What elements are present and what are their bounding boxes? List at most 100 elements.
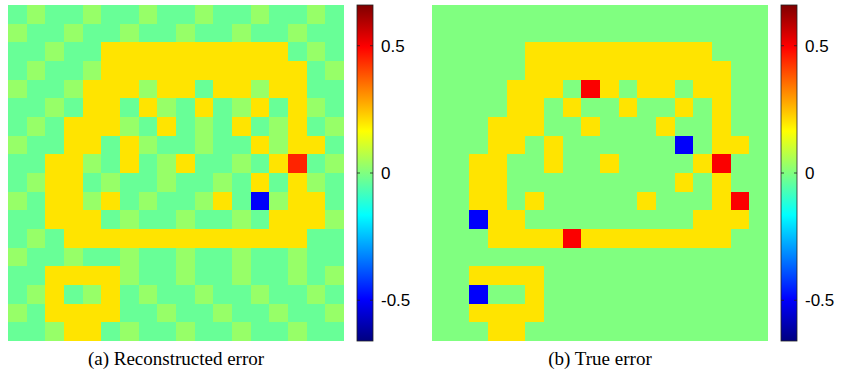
- cell: [749, 266, 768, 285]
- cell: [288, 266, 307, 285]
- cell: [544, 266, 563, 285]
- colorbar-tick: [370, 173, 373, 174]
- cell: [525, 154, 544, 173]
- cell: [232, 266, 251, 285]
- cell: [45, 42, 64, 61]
- cell: [213, 173, 232, 192]
- cell: [749, 136, 768, 155]
- caption: (b) True error: [548, 348, 652, 370]
- cell: [469, 173, 488, 192]
- cell: [525, 42, 544, 61]
- cell: [619, 266, 638, 285]
- cell: [307, 98, 326, 117]
- cell: [525, 192, 544, 211]
- cell: [675, 304, 694, 323]
- cell: [213, 154, 232, 173]
- cell: [176, 192, 195, 211]
- panel: 0.50-0.5(a) Reconstructed error: [8, 5, 410, 370]
- cell: [251, 154, 270, 173]
- cell: [157, 136, 176, 155]
- cell: [27, 117, 46, 136]
- cell: [451, 154, 470, 173]
- cell: [269, 266, 288, 285]
- cell: [656, 173, 675, 192]
- cell: [8, 304, 27, 323]
- cell: [288, 5, 307, 24]
- cell: [563, 322, 582, 341]
- cell: [307, 322, 326, 341]
- cell: [432, 98, 451, 117]
- cell: [469, 136, 488, 155]
- cell: [563, 248, 582, 267]
- cell: [232, 173, 251, 192]
- cell: [27, 98, 46, 117]
- cell: [120, 304, 139, 323]
- cell: [675, 229, 694, 248]
- cell: [563, 154, 582, 173]
- cell: [288, 154, 307, 173]
- cell: [581, 98, 600, 117]
- cell: [213, 117, 232, 136]
- cell: [269, 229, 288, 248]
- cell: [325, 5, 344, 24]
- cell: [64, 173, 83, 192]
- cell: [451, 136, 470, 155]
- cell: [675, 61, 694, 80]
- cell: [325, 80, 344, 99]
- cell: [749, 285, 768, 304]
- cell: [213, 248, 232, 267]
- cell: [451, 248, 470, 267]
- cell: [656, 248, 675, 267]
- cell: [637, 117, 656, 136]
- cell: [637, 210, 656, 229]
- cell: [139, 61, 158, 80]
- cell: [525, 248, 544, 267]
- cell: [45, 248, 64, 267]
- cell: [469, 117, 488, 136]
- cell: [232, 117, 251, 136]
- cell: [27, 5, 46, 24]
- cell: [307, 61, 326, 80]
- cell: [251, 248, 270, 267]
- cell: [432, 117, 451, 136]
- cell: [675, 285, 694, 304]
- cell: [101, 173, 120, 192]
- cell: [213, 285, 232, 304]
- cell: [101, 192, 120, 211]
- cell: [675, 173, 694, 192]
- cell: [325, 61, 344, 80]
- cell: [525, 266, 544, 285]
- cell: [693, 285, 712, 304]
- cell: [101, 5, 120, 24]
- cell: [157, 61, 176, 80]
- cell: [600, 192, 619, 211]
- cell: [581, 117, 600, 136]
- cell: [544, 229, 563, 248]
- cell: [120, 136, 139, 155]
- cell: [731, 61, 750, 80]
- cell: [251, 285, 270, 304]
- colorbar-tick-label: 0.5: [381, 37, 405, 56]
- cell: [251, 24, 270, 43]
- cell: [600, 80, 619, 99]
- cell: [544, 5, 563, 24]
- cell: [64, 98, 83, 117]
- colorbar: [781, 5, 797, 341]
- cell: [507, 248, 526, 267]
- cell: [451, 229, 470, 248]
- heatmap-image: [432, 5, 768, 341]
- cell: [731, 154, 750, 173]
- cell: [581, 266, 600, 285]
- cell: [600, 98, 619, 117]
- heatmap-image: [8, 5, 344, 341]
- cell: [656, 304, 675, 323]
- cell: [581, 136, 600, 155]
- cell: [325, 266, 344, 285]
- cell: [619, 210, 638, 229]
- cell: [581, 304, 600, 323]
- cell: [525, 136, 544, 155]
- cell: [488, 229, 507, 248]
- cell: [157, 192, 176, 211]
- cell: [563, 24, 582, 43]
- cell: [619, 192, 638, 211]
